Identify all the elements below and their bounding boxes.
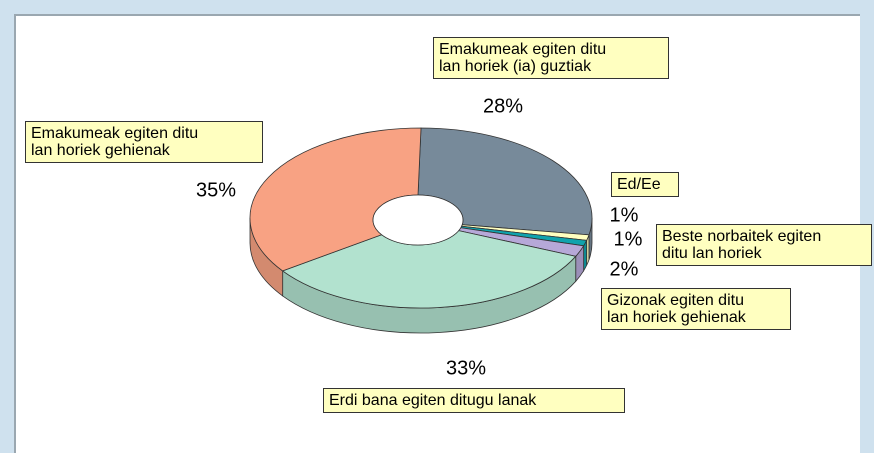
data-label: 2% xyxy=(609,258,639,281)
data-label: 28% xyxy=(482,95,524,118)
data-label: 35% xyxy=(195,179,237,202)
category-label: Ed/Ee xyxy=(611,172,679,197)
category-label: Emakumeak egiten ditu lan horiek (ia) gu… xyxy=(433,37,669,79)
data-label: 1% xyxy=(613,228,643,251)
donut-hole xyxy=(372,194,464,246)
data-label: 1% xyxy=(609,204,639,227)
category-label: Erdi bana egiten ditugu lanak xyxy=(323,388,625,413)
category-label: Gizonak egiten ditu lan horiek gehienak xyxy=(601,288,791,330)
category-label: Emakumeak egiten ditu lan horiek gehiena… xyxy=(25,121,263,163)
category-label: Beste norbaitek egiten ditu lan horiek xyxy=(656,224,872,266)
data-label: 33% xyxy=(445,357,487,380)
